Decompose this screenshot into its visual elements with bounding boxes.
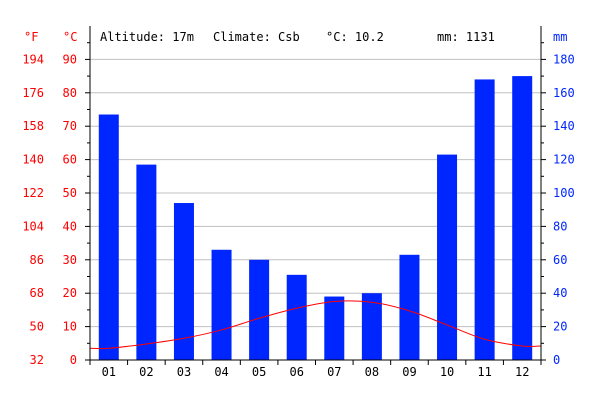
month-tick-label: 06 xyxy=(289,365,303,379)
fahrenheit-tick-label: 50 xyxy=(30,320,44,334)
precip-bar xyxy=(98,114,119,360)
fahrenheit-tick-label: 176 xyxy=(22,86,44,100)
mm-tick-label: 80 xyxy=(553,219,567,233)
precip-bar xyxy=(361,293,382,360)
temperature-line xyxy=(89,300,542,350)
mm-tick-label: 120 xyxy=(553,153,575,167)
celsius-tick-label: 70 xyxy=(63,119,77,133)
celsius-axis-label: °C xyxy=(63,30,77,44)
mm-tick-label: 0 xyxy=(553,353,560,367)
precip-bar xyxy=(211,249,232,360)
fahrenheit-tick-label: 86 xyxy=(30,253,44,267)
mm-axis-label: mm xyxy=(553,30,567,44)
month-tick-label: 12 xyxy=(515,365,529,379)
precip-bar xyxy=(512,76,533,360)
precip-bar xyxy=(249,259,270,360)
fahrenheit-tick-label: 104 xyxy=(22,219,44,233)
celsius-tick-label: 40 xyxy=(63,219,77,233)
temperature-mean-label: °C: 10.2 xyxy=(326,30,384,44)
mm-tick-label: 100 xyxy=(553,186,575,200)
fahrenheit-tick-label: 32 xyxy=(30,353,44,367)
month-tick-label: 01 xyxy=(102,365,116,379)
celsius-tick-label: 90 xyxy=(63,52,77,66)
fahrenheit-tick-label: 158 xyxy=(22,119,44,133)
precip-bar xyxy=(173,203,194,360)
celsius-tick-label: 20 xyxy=(63,286,77,300)
precip-bar xyxy=(437,154,458,360)
month-tick-label: 10 xyxy=(440,365,454,379)
month-tick-label: 11 xyxy=(477,365,491,379)
celsius-tick-label: 10 xyxy=(63,320,77,334)
celsius-tick-label: 0 xyxy=(70,353,77,367)
month-tick-label: 09 xyxy=(402,365,416,379)
month-tick-label: 04 xyxy=(214,365,228,379)
mm-tick-label: 60 xyxy=(553,253,567,267)
precipitation-total-label: mm: 1131 xyxy=(437,30,495,44)
mm-tick-label: 140 xyxy=(553,119,575,133)
precip-bar xyxy=(136,164,157,360)
precipitation-bars xyxy=(98,76,533,360)
celsius-tick-label: 60 xyxy=(63,153,77,167)
celsius-tick-label: 80 xyxy=(63,86,77,100)
month-tick-label: 05 xyxy=(252,365,266,379)
climate-label: Climate: Csb xyxy=(213,30,300,44)
month-tick-label: 07 xyxy=(327,365,341,379)
axes: 0102030405060708090325068861041221401581… xyxy=(22,26,575,379)
grid xyxy=(90,58,541,328)
celsius-tick-label: 50 xyxy=(63,186,77,200)
celsius-tick-label: 30 xyxy=(63,253,77,267)
mm-tick-label: 40 xyxy=(553,286,567,300)
precip-bar xyxy=(324,296,345,360)
month-tick-label: 08 xyxy=(365,365,379,379)
altitude-label: Altitude: 17m xyxy=(100,30,194,44)
temperature-curve xyxy=(89,300,542,350)
fahrenheit-tick-label: 140 xyxy=(22,153,44,167)
month-tick-label: 03 xyxy=(177,365,191,379)
fahrenheit-tick-label: 122 xyxy=(22,186,44,200)
mm-tick-label: 20 xyxy=(553,320,567,334)
fahrenheit-tick-label: 194 xyxy=(22,52,44,66)
precip-bar xyxy=(399,254,420,360)
fahrenheit-axis-label: °F xyxy=(24,30,38,44)
precip-bar xyxy=(286,274,307,360)
month-tick-label: 02 xyxy=(139,365,153,379)
fahrenheit-tick-label: 68 xyxy=(30,286,44,300)
mm-tick-label: 160 xyxy=(553,86,575,100)
precip-bar xyxy=(474,79,495,360)
mm-tick-label: 180 xyxy=(553,52,575,66)
